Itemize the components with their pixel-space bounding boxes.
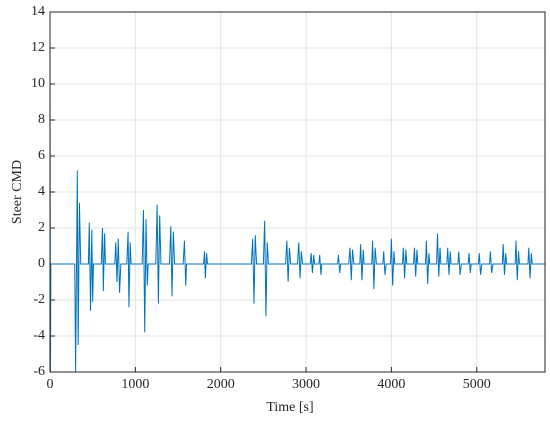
y-tick-label: 6 — [38, 148, 45, 163]
x-tick-label: 1000 — [121, 377, 149, 392]
y-tick-label: -6 — [33, 364, 45, 379]
x-tick-label: 4000 — [377, 377, 405, 392]
y-tick-label: 14 — [31, 4, 45, 19]
y-tick-label: -4 — [33, 328, 45, 343]
y-axis-label: Steer CMD — [10, 160, 25, 224]
x-tick-label: 2000 — [207, 377, 235, 392]
y-tick-label: -2 — [33, 292, 45, 307]
y-tick-label: 8 — [38, 112, 45, 127]
y-tick-label: 4 — [38, 184, 45, 199]
plot-frame — [49, 11, 546, 373]
x-tick-label: 3000 — [292, 377, 320, 392]
y-tick-label: 10 — [31, 76, 45, 91]
y-tick-label: 2 — [38, 220, 45, 235]
x-tick-label: 5000 — [463, 377, 491, 392]
x-tick-label: 0 — [47, 377, 54, 392]
y-tick-label: 0 — [38, 256, 45, 271]
x-axis-label: Time [s] — [266, 400, 313, 415]
data-line — [49, 29, 545, 373]
y-tick-label: 12 — [31, 40, 45, 55]
